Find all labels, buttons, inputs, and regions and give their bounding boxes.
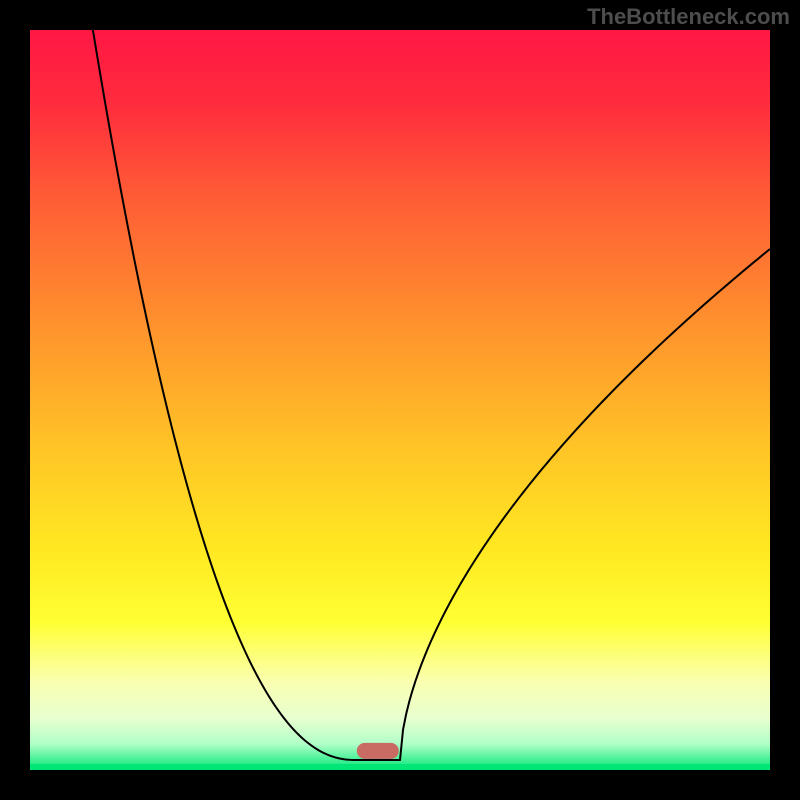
optimal-marker bbox=[357, 743, 399, 759]
watermark-text: TheBottleneck.com bbox=[587, 4, 790, 30]
plot-gradient bbox=[30, 30, 770, 770]
baseline-band bbox=[30, 764, 770, 770]
chart-svg bbox=[0, 0, 800, 800]
chart-container: TheBottleneck.com bbox=[0, 0, 800, 800]
